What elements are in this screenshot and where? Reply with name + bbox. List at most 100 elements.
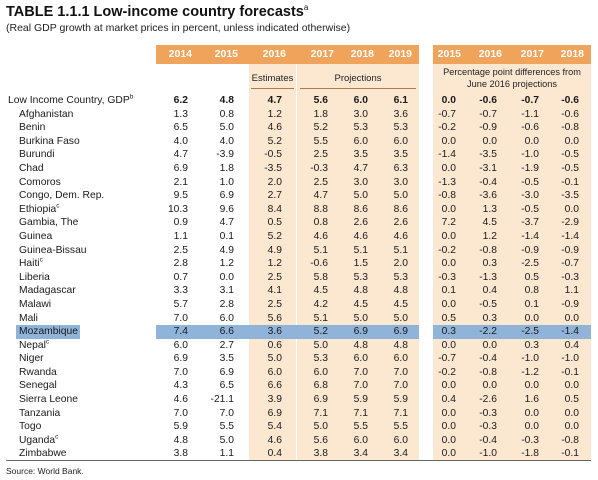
diff-value-2016: -0.6 <box>479 95 497 106</box>
shade-differences-columns <box>433 64 591 460</box>
growth-value-2017: 5.1 <box>313 312 328 324</box>
growth-value-2016: 0.4 <box>267 448 282 460</box>
diff-value-2017: 0.0 <box>524 380 539 392</box>
growth-value-2019: 5.1 <box>393 244 408 256</box>
growth-value-2019: 5.9 <box>393 394 408 406</box>
diff-value-2016: 0.0 <box>482 380 497 392</box>
diff-header-2018: 2018 <box>560 48 584 60</box>
table-row: Rwanda 7.0 6.9 6.0 6.0 7.0 7.0 -0.2 -0.8 -1.2 -0.1 <box>0 366 598 380</box>
growth-value-2016: 4.6 <box>267 122 282 134</box>
diff-value-2016: -3.1 <box>479 162 497 174</box>
growth-value-2016: 5.4 <box>267 421 282 433</box>
diff-value-2018: -1.4 <box>561 326 579 338</box>
diff-value-2017: -0.5 <box>521 176 539 188</box>
growth-value-2014: 3.3 <box>173 285 188 297</box>
diff-value-2015: 0.0 <box>441 258 456 270</box>
growth-value-2019: 6.3 <box>393 162 408 174</box>
projections-underline <box>300 88 416 89</box>
diff-value-2017: 0.3 <box>524 339 539 351</box>
diff-value-2015: -1.4 <box>438 149 456 161</box>
growth-value-2018: 4.5 <box>353 298 368 310</box>
diff-value-2018: -0.9 <box>561 244 579 256</box>
growth-value-2016: 2.5 <box>267 271 282 283</box>
table-row: Malawi 5.7 2.8 2.5 4.2 4.5 4.5 0.0 -0.5 0.1 -0.9 <box>0 298 598 312</box>
country-name: Burkina Faso <box>19 135 80 149</box>
diff-value-2018: 0.0 <box>564 203 579 215</box>
growth-value-2017: -0.6 <box>310 258 328 270</box>
growth-value-2019: 4.6 <box>393 230 408 242</box>
growth-value-2014: 10.3 <box>167 203 188 215</box>
growth-value-2015: 6.6 <box>219 326 234 338</box>
country-name: Haitic <box>19 257 43 271</box>
row-highlight-bar <box>433 325 591 339</box>
growth-value-2019: 4.8 <box>393 339 408 351</box>
diff-value-2016: 1.2 <box>482 230 497 242</box>
diff-value-2018: -0.6 <box>561 95 579 106</box>
growth-value-2016: 1.2 <box>267 108 282 120</box>
table-row: Congo, Dem. Rep. 9.5 6.9 2.7 4.7 5.0 5.0 -0.8 -3… <box>0 189 598 203</box>
growth-value-2018: 7.0 <box>353 366 368 378</box>
growth-value-2014: 7.0 <box>173 407 188 419</box>
growth-value-2019: 4.8 <box>393 285 408 297</box>
growth-value-2018: 5.0 <box>353 312 368 324</box>
growth-value-2015: 0.8 <box>219 108 234 120</box>
diff-value-2015: 0.0 <box>441 380 456 392</box>
growth-value-2018: 5.3 <box>353 122 368 134</box>
growth-value-2017: 2.5 <box>313 176 328 188</box>
country-name-text: Low Income Country, GDP <box>8 95 130 106</box>
growth-value-2015: 4.8 <box>219 95 234 106</box>
growth-value-2015: 0.0 <box>219 271 234 283</box>
diff-value-2015: 0.0 <box>441 298 456 310</box>
diff-value-2015: -0.7 <box>438 108 456 120</box>
footnote-marker: b <box>129 93 134 101</box>
diff-value-2015: -0.7 <box>438 353 456 365</box>
growth-value-2014: 3.8 <box>173 448 188 460</box>
title-footnote: a <box>303 3 309 12</box>
growth-value-2018: 5.3 <box>353 271 368 283</box>
growth-value-2014: 6.9 <box>173 162 188 174</box>
diff-value-2015: 0.0 <box>441 162 456 174</box>
table-row: Sierra Leone 4.6 -21.1 3.9 6.9 5.9 5.9 0.4 -2.6 1… <box>0 393 598 407</box>
diff-value-2018: 0.0 <box>564 312 579 324</box>
growth-value-2014: 7.0 <box>173 312 188 324</box>
growth-value-2018: 4.8 <box>353 339 368 351</box>
growth-value-2016: 4.9 <box>267 244 282 256</box>
diff-value-2018: -3.5 <box>561 190 579 202</box>
country-name: Mozambique <box>19 325 78 339</box>
growth-value-2015: 5.0 <box>219 434 234 446</box>
growth-value-2017: 6.8 <box>313 380 328 392</box>
growth-value-2017: 5.8 <box>313 271 328 283</box>
growth-value-2018: 3.0 <box>353 108 368 120</box>
growth-value-2018: 3.0 <box>353 176 368 188</box>
diff-value-2018: 0.0 <box>564 421 579 433</box>
growth-value-2017: 4.2 <box>313 298 328 310</box>
table-row: Guinea 1.1 0.1 5.2 4.6 4.6 4.6 0.0 1.2 -1.4 -1.4 <box>0 230 598 244</box>
growth-value-2015: 9.6 <box>219 203 234 215</box>
footnote-marker: c <box>55 433 59 441</box>
footnote-marker: c <box>56 202 60 210</box>
growth-value-2017: 8.8 <box>313 203 328 215</box>
country-name: Zimbabwe <box>19 447 67 461</box>
diff-value-2018: -0.6 <box>561 108 579 120</box>
diff-value-2016: -0.9 <box>479 122 497 134</box>
growth-value-2018: 4.7 <box>353 162 368 174</box>
growth-value-2014: 0.9 <box>173 217 188 229</box>
growth-value-2014: 4.7 <box>173 149 188 161</box>
table-body: Low Income Country, GDPb 6.2 4.8 4.7 5.6 6.0 6… <box>0 94 598 461</box>
growth-value-2015: 4.0 <box>219 135 234 147</box>
country-name-text: Haiti <box>19 258 40 270</box>
growth-value-2014: 2.5 <box>173 244 188 256</box>
country-name-text: Burundi <box>19 149 55 161</box>
table-row: Benin 6.5 5.0 4.6 5.2 5.3 5.3 -0.2 -0.9 -0.6 -0.8 <box>0 121 598 135</box>
growth-value-2018: 5.1 <box>353 244 368 256</box>
growth-value-2014: 9.5 <box>173 190 188 202</box>
growth-value-2019: 2.6 <box>393 217 408 229</box>
diff-value-2017: -1.0 <box>521 149 539 161</box>
growth-value-2015: -21.1 <box>210 394 234 406</box>
growth-value-2016: 4.7 <box>267 95 282 106</box>
diff-value-2018: 0.0 <box>564 380 579 392</box>
growth-value-2017: -0.3 <box>310 162 328 174</box>
growth-value-2018: 1.5 <box>353 258 368 270</box>
growth-value-2016: 6.9 <box>267 407 282 419</box>
growth-value-2018: 7.0 <box>353 380 368 392</box>
